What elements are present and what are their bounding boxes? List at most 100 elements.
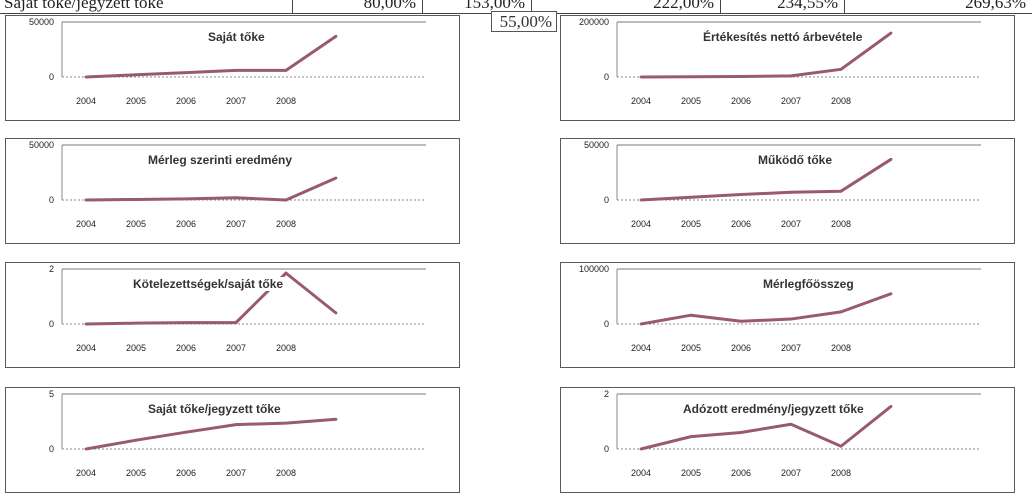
x-tick-label: 2006 [731,96,751,106]
x-tick-label: 2005 [126,343,146,353]
y-tick-label: 200000 [579,17,609,27]
data-point [689,313,693,317]
data-point [789,190,793,194]
y-tick-label: 5 [49,389,54,399]
chart-kotelezettsegek: 0 2 2004 2005 2006 2007 2008 Kötelezettségek/s… [5,262,460,368]
x-tick-label: 2004 [76,96,96,106]
x-tick-label: 2008 [276,96,296,106]
chart-title: Mérlegfőösszeg [761,277,856,291]
floating-percent-cell: 55,00% [491,11,557,32]
x-tick-label: 2007 [226,96,246,106]
data-point [284,271,288,275]
chart-title: Mérleg szerinti eredmény [146,153,295,167]
data-point [639,75,643,79]
y-tick-label: 0 [49,72,54,82]
chart-adozott-eredmeny: 0 2 2004 2005 2006 2007 2008 Adózott eredmény/… [560,387,1015,493]
x-tick-label: 2008 [276,219,296,229]
data-point [334,417,338,421]
x-tick-label: 2007 [226,343,246,353]
line-chart-svg: 0 2 2004 2005 2006 2007 2008 [604,389,981,478]
y-tick-label: 0 [604,195,609,205]
line-chart-svg: 0 5 2004 2005 2006 2007 2008 [49,389,426,478]
line-chart-svg: 0 50000 2004 2005 2006 2007 2008 [584,140,981,229]
row-value-1: 80,00% [293,0,423,13]
data-point [889,31,893,35]
line-chart-svg: 0 200000 2004 2005 2006 2007 2008 [579,17,981,106]
y-tick-label: 50000 [29,140,54,150]
x-tick-label: 2006 [731,219,751,229]
chart-title: Saját tőke [206,30,267,44]
x-tick-label: 2006 [176,96,196,106]
x-tick-label: 2004 [631,468,651,478]
x-tick-label: 2005 [681,343,701,353]
data-point [184,321,188,325]
row-label: Saját tőke/jegyzett tőke [0,0,293,13]
x-tick-label: 2007 [781,343,801,353]
x-tick-label: 2004 [76,343,96,353]
data-point [134,198,138,201]
chart-mukodo-toke: 0 50000 2004 2005 2006 2007 2008 Működő tőke [560,138,1015,244]
data-point [789,422,793,426]
x-tick-label: 2006 [176,219,196,229]
data-point [234,69,238,72]
data-point [284,198,288,202]
data-point [134,73,138,77]
x-tick-label: 2007 [781,468,801,478]
series-line [640,292,892,326]
y-tick-label: 0 [49,444,54,454]
data-point [84,447,88,451]
chart-sajat-toke: 0 50000 2004 2005 2006 2007 2008 Saját tőke [5,15,460,121]
series-line [85,35,337,79]
data-point [234,423,238,426]
row-value-3: 222,00% [532,0,721,13]
y-tick-label: 2 [49,264,54,274]
data-point [839,310,843,314]
x-tick-label: 2004 [631,343,651,353]
line-chart-svg: 0 50000 2004 2005 2006 2007 2008 [29,17,426,106]
data-point [134,321,138,325]
x-tick-label: 2005 [126,219,146,229]
row-value-2: 153,00% [423,0,532,13]
data-point [639,198,643,202]
x-tick-label: 2008 [831,219,851,229]
x-tick-label: 2007 [226,468,246,478]
x-tick-label: 2006 [731,468,751,478]
data-point [184,197,188,201]
data-point [84,198,88,202]
data-point [689,195,693,199]
data-point [639,322,643,326]
x-tick-label: 2006 [731,343,751,353]
data-point [689,75,693,79]
x-tick-label: 2005 [126,96,146,106]
data-point [839,444,843,448]
x-tick-label: 2005 [126,468,146,478]
data-point [284,421,288,425]
x-tick-label: 2008 [276,468,296,478]
y-tick-label: 50000 [29,17,54,27]
chart-title: Saját tőke/jegyzett tőke [146,402,283,416]
data-point [889,292,893,296]
series-line [640,405,892,451]
data-point [334,311,338,315]
data-point [839,189,843,193]
y-tick-label: 0 [604,444,609,454]
chart-ertekesites: 0 200000 2004 2005 2006 2007 2008 Értékesítés … [560,15,1015,121]
data-point [134,438,138,442]
x-tick-label: 2004 [631,96,651,106]
x-tick-label: 2007 [781,96,801,106]
x-tick-label: 2005 [681,468,701,478]
data-point [839,67,843,71]
data-point [739,193,743,196]
data-point [639,447,643,451]
x-tick-label: 2005 [681,96,701,106]
series-line [85,271,337,326]
y-tick-label: 2 [604,389,609,399]
series-line [640,31,892,79]
row-value-5: 269,63% [965,0,1026,12]
y-tick-label: 50000 [584,140,609,150]
data-point [334,34,338,38]
chart-merlegfoosszeg: 0 100000 2004 2005 2006 2007 2008 Mérlegfőössz… [560,262,1015,368]
line-chart-svg: 0 50000 2004 2005 2006 2007 2008 [29,140,426,229]
x-tick-label: 2006 [176,468,196,478]
data-point [84,322,88,326]
